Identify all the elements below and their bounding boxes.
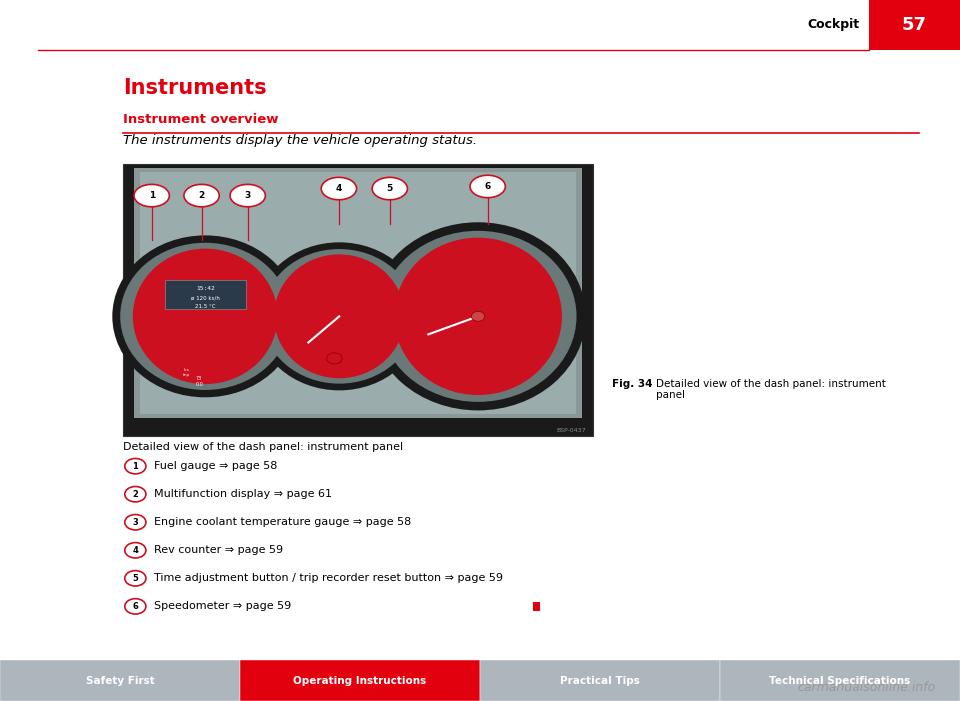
Ellipse shape <box>184 184 219 207</box>
Text: Time adjustment button / trip recorder reset button ⇒ page 59: Time adjustment button / trip recorder r… <box>154 573 503 583</box>
Text: 3: 3 <box>132 518 138 526</box>
Text: k·s
trip: k·s trip <box>182 368 189 376</box>
Bar <box>869 0 960 50</box>
Ellipse shape <box>255 243 423 390</box>
Circle shape <box>471 311 485 321</box>
Circle shape <box>125 515 146 530</box>
Text: 15:42: 15:42 <box>196 286 215 291</box>
Text: 3: 3 <box>245 191 251 200</box>
Bar <box>134 168 582 418</box>
Text: Practical Tips: Practical Tips <box>560 676 640 686</box>
Text: 4: 4 <box>132 546 138 554</box>
Circle shape <box>326 353 342 364</box>
Text: Instruments: Instruments <box>123 78 267 97</box>
Ellipse shape <box>322 177 356 200</box>
Text: ø 120 ks/h: ø 120 ks/h <box>191 296 220 301</box>
Text: 57: 57 <box>901 16 927 34</box>
Text: Instrument overview: Instrument overview <box>123 113 278 126</box>
Text: 1: 1 <box>132 462 138 470</box>
Text: Rev counter ⇒ page 59: Rev counter ⇒ page 59 <box>154 545 283 555</box>
Circle shape <box>125 599 146 614</box>
Bar <box>165 280 246 309</box>
Ellipse shape <box>371 222 586 410</box>
Text: 2: 2 <box>132 490 138 498</box>
Bar <box>140 172 576 414</box>
Text: The instruments display the vehicle operating status.: The instruments display the vehicle oper… <box>123 133 477 147</box>
Text: Detailed view of the dash panel: instrument
panel: Detailed view of the dash panel: instrum… <box>656 379 885 400</box>
Text: carmanualsonline.info: carmanualsonline.info <box>798 681 936 694</box>
Bar <box>123 164 593 436</box>
Text: BSP-0437: BSP-0437 <box>556 428 586 433</box>
Text: Operating Instructions: Operating Instructions <box>294 676 426 686</box>
Circle shape <box>125 486 146 502</box>
Text: Technical Specifications: Technical Specifications <box>769 676 911 686</box>
Bar <box>533 602 540 611</box>
Ellipse shape <box>132 249 277 384</box>
Circle shape <box>125 571 146 586</box>
Text: Engine coolant temperature gauge ⇒ page 58: Engine coolant temperature gauge ⇒ page … <box>154 517 411 527</box>
Ellipse shape <box>274 254 404 379</box>
Text: 1: 1 <box>149 191 155 200</box>
Circle shape <box>125 458 146 474</box>
Text: 2: 2 <box>199 191 204 200</box>
Circle shape <box>125 543 146 558</box>
Text: 5: 5 <box>132 574 138 583</box>
Text: Fig. 34: Fig. 34 <box>612 379 653 388</box>
Bar <box>240 660 480 701</box>
Ellipse shape <box>230 184 265 207</box>
Text: Fuel gauge ⇒ page 58: Fuel gauge ⇒ page 58 <box>154 461 277 471</box>
Bar <box>0 660 240 701</box>
Text: 21.5 °C: 21.5 °C <box>195 304 215 309</box>
Text: 6: 6 <box>485 182 491 191</box>
Text: 73
0.0: 73 0.0 <box>196 376 204 387</box>
Ellipse shape <box>120 243 290 390</box>
Text: 6: 6 <box>132 602 138 611</box>
Text: 4: 4 <box>336 184 342 193</box>
Ellipse shape <box>372 177 407 200</box>
Ellipse shape <box>395 238 562 395</box>
Ellipse shape <box>112 236 299 397</box>
Bar <box>480 660 720 701</box>
Text: Cockpit: Cockpit <box>807 18 859 31</box>
Ellipse shape <box>134 184 169 207</box>
Text: Speedometer ⇒ page 59: Speedometer ⇒ page 59 <box>154 601 291 611</box>
Ellipse shape <box>470 175 505 198</box>
Bar <box>720 660 960 701</box>
Text: Detailed view of the dash panel: instrument panel: Detailed view of the dash panel: instrum… <box>123 442 403 451</box>
Text: Multifunction display ⇒ page 61: Multifunction display ⇒ page 61 <box>154 489 331 499</box>
Ellipse shape <box>379 231 577 402</box>
Ellipse shape <box>262 249 416 383</box>
Text: 5: 5 <box>387 184 393 193</box>
Text: Safety First: Safety First <box>85 676 155 686</box>
